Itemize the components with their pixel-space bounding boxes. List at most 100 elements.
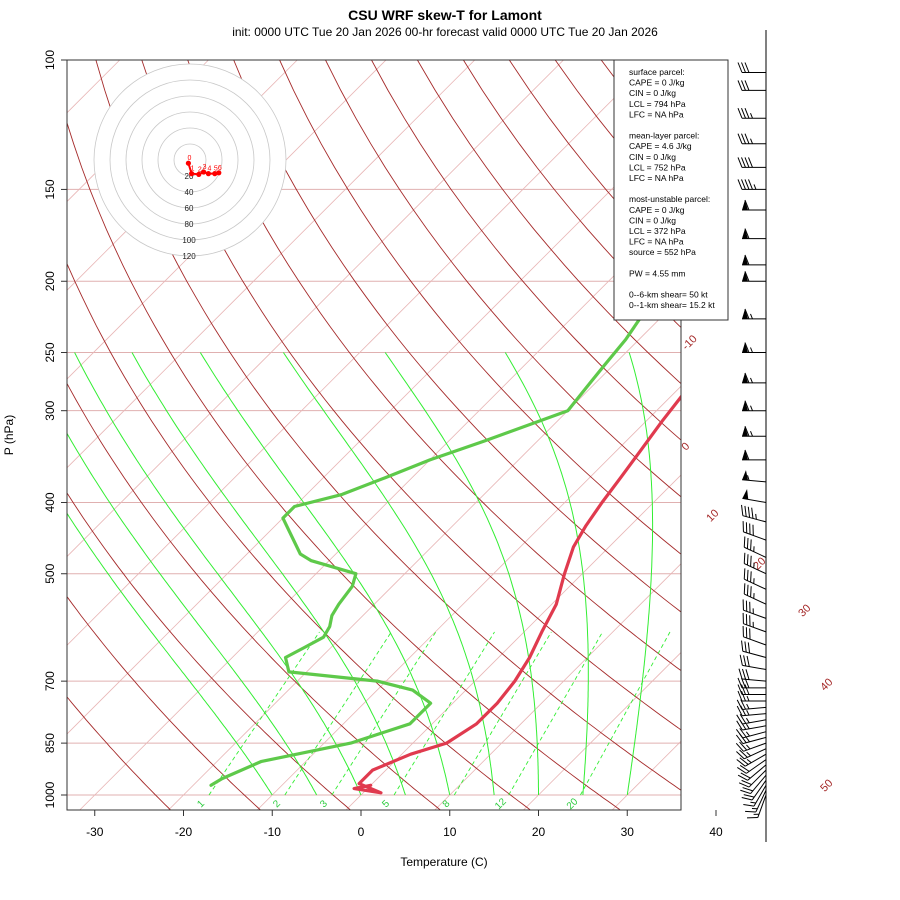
moist-adiabat xyxy=(199,352,451,796)
wind-barb xyxy=(737,80,766,91)
parcel-info-line: CIN = 0 J/kg xyxy=(629,152,676,162)
hodograph-ring-label: 60 xyxy=(185,204,194,213)
moist-adiabat xyxy=(67,432,318,796)
wind-barb xyxy=(742,470,767,483)
y-tick-label: 200 xyxy=(43,271,57,291)
y-tick-label: 400 xyxy=(43,492,57,512)
parcel-info-line: LFC = NA hPa xyxy=(629,173,684,183)
parcel-info-line: surface parcel: xyxy=(629,67,685,77)
hodograph-point-label: 0 xyxy=(187,155,191,162)
mixing-ratio-label: 5 xyxy=(380,798,392,810)
dry-adiabat xyxy=(95,60,681,791)
wind-barb xyxy=(742,228,766,240)
wind-barb xyxy=(742,626,767,646)
isotherm-line xyxy=(522,651,681,810)
wind-barb xyxy=(742,426,766,437)
y-tick-label: 850 xyxy=(43,733,57,753)
isotherm-label: 50 xyxy=(818,777,835,794)
hodograph-point-label: 6 xyxy=(218,165,222,172)
mixing-ratio-label: 1 xyxy=(195,798,207,810)
y-tick-label: 150 xyxy=(43,179,57,199)
parcel-info-line: source = 552 hPa xyxy=(629,247,696,257)
wind-barb xyxy=(736,753,767,767)
wind-barb xyxy=(745,789,767,813)
moist-adiabat xyxy=(504,352,589,796)
parcel-info-line: LCL = 752 hPa xyxy=(629,162,686,172)
dry-adiabat xyxy=(141,60,681,731)
hodograph-ring xyxy=(173,143,207,177)
hodograph-point-label: 3 xyxy=(203,164,207,171)
parcel-info-line: PW = 4.55 mm xyxy=(629,268,685,278)
hodograph-ring xyxy=(125,95,255,225)
x-axis-label: Temperature (C) xyxy=(400,855,487,869)
wind-barb xyxy=(735,728,767,739)
dry-adiabat xyxy=(67,492,352,810)
wind-barb xyxy=(736,705,767,717)
hodograph-ring xyxy=(157,127,223,193)
mixing-ratio-line xyxy=(393,631,495,796)
dry-adiabat xyxy=(877,60,900,811)
moist-adiabat xyxy=(384,352,539,795)
temperature-profile xyxy=(352,394,681,795)
x-tick-label: -10 xyxy=(264,825,282,839)
hodograph-ring-label: 100 xyxy=(182,236,196,245)
isotherm-line xyxy=(789,60,900,811)
x-tick-label: 0 xyxy=(358,825,365,839)
parcel-info-line: CAPE = 0 J/kg xyxy=(629,205,685,215)
wind-barb xyxy=(738,769,767,788)
wind-barb xyxy=(735,741,767,752)
wind-barb xyxy=(736,699,767,710)
wind-barb xyxy=(742,199,766,211)
mixing-ratio-label: 8 xyxy=(441,798,453,810)
x-tick-label: -30 xyxy=(86,825,104,839)
dry-adiabat xyxy=(417,60,681,385)
parcel-info-line: most-unstable parcel: xyxy=(629,194,710,204)
y-tick-label: 100 xyxy=(43,50,57,70)
hodograph-point xyxy=(196,171,202,177)
hodograph-point-label: 4 xyxy=(207,166,211,173)
dry-adiabat xyxy=(739,60,900,811)
mixing-ratio-label: 3 xyxy=(318,798,330,810)
wind-barb xyxy=(738,668,767,682)
isotherm-line xyxy=(878,60,900,811)
isotherm-line xyxy=(67,60,209,203)
mixing-ratio-label: 2 xyxy=(271,798,283,810)
y-tick-label: 300 xyxy=(43,400,57,420)
wind-barb xyxy=(743,568,767,590)
wind-barb xyxy=(743,536,767,558)
hodograph-point xyxy=(189,171,195,177)
isotherm-label: 40 xyxy=(818,676,835,693)
wind-barb xyxy=(742,342,766,353)
wind-barb xyxy=(743,552,767,575)
moist-adiabat xyxy=(626,352,654,796)
isotherm-line xyxy=(67,60,476,469)
wind-barb xyxy=(742,271,766,282)
wind-barb xyxy=(743,583,767,605)
hodograph-point xyxy=(205,171,211,177)
isotherm-line xyxy=(434,563,681,810)
wind-barb xyxy=(737,759,767,774)
mixing-ratio-line xyxy=(508,631,603,796)
hodograph-ring xyxy=(109,79,271,241)
isotherm-line xyxy=(79,208,681,810)
wind-barb xyxy=(742,372,766,384)
moist-adiabat xyxy=(74,352,362,796)
mixing-ratio-line xyxy=(580,631,671,796)
dry-adiabat xyxy=(67,121,622,810)
hodograph-point xyxy=(212,171,218,177)
isotherm-line xyxy=(256,385,681,810)
parcel-info-line: CAPE = 0 J/kg xyxy=(629,78,685,88)
x-tick-label: 30 xyxy=(621,825,635,839)
wind-barb xyxy=(742,449,766,461)
hodograph-point xyxy=(216,170,222,176)
isotherm-line xyxy=(67,60,653,646)
wind-barb xyxy=(747,794,767,819)
dry-adiabat xyxy=(279,60,681,555)
dry-adiabat xyxy=(233,60,681,613)
isotherm-label: -10 xyxy=(680,333,700,353)
wind-barb xyxy=(736,719,767,731)
y-axis-label: P (hPa) xyxy=(2,415,16,455)
wind-barb xyxy=(741,640,767,658)
